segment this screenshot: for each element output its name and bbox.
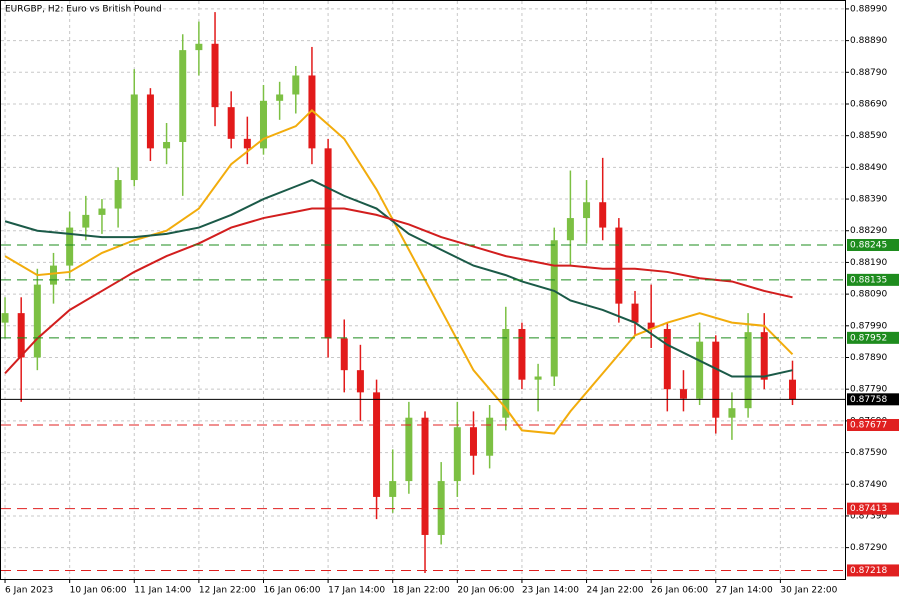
- candle-body: [760, 332, 768, 380]
- candle-body: [33, 284, 41, 358]
- x-tick-label: 24 Jan 22:00: [587, 586, 644, 596]
- price-tag-label: 0.88135: [850, 275, 887, 285]
- candle-body: [679, 389, 687, 399]
- candle-body: [49, 265, 57, 285]
- price-tag: [847, 331, 899, 344]
- y-tick-label: 0.87790: [850, 385, 887, 395]
- y-tick-label: 0.87590: [850, 448, 887, 458]
- candle-body: [437, 481, 445, 535]
- x-tick-label: 6 Jan 2023: [5, 586, 53, 596]
- price-tag-label: 0.88245: [850, 241, 887, 251]
- x-tick-label: 23 Jan 14:00: [522, 586, 579, 596]
- x-tick-label: 20 Jan 06:00: [457, 586, 514, 596]
- candle-body: [534, 376, 542, 380]
- candle-body: [469, 427, 477, 456]
- candle-body: [1, 313, 9, 323]
- candle-body: [276, 94, 284, 101]
- price-tag-label: 0.87218: [850, 566, 887, 576]
- x-tick-label: 12 Jan 22:00: [199, 586, 256, 596]
- candle-body: [324, 148, 332, 339]
- y-tick-label: 0.88890: [850, 36, 887, 46]
- price-tag-label: 0.87413: [850, 504, 887, 514]
- candle-body: [114, 180, 122, 209]
- price-tag-label: 0.87952: [850, 333, 887, 343]
- price-tag: [847, 502, 899, 515]
- price-tag-label: 0.87758: [850, 395, 887, 405]
- x-tick-label: 18 Jan 22:00: [393, 586, 450, 596]
- candle-body: [631, 303, 639, 323]
- x-tick-label: 17 Jan 14:00: [328, 586, 385, 596]
- candle-body: [744, 332, 752, 409]
- y-tick-label: 0.87990: [850, 321, 887, 331]
- y-tick-label: 0.88390: [850, 195, 887, 205]
- candle-body: [486, 417, 494, 456]
- price-tag: [847, 564, 899, 577]
- x-tick-label: 10 Jan 06:00: [70, 586, 127, 596]
- candle-body: [405, 417, 413, 482]
- candle-body: [195, 43, 203, 51]
- candle-body: [696, 341, 704, 399]
- x-tick-label: 26 Jan 06:00: [651, 586, 708, 596]
- x-tick-label: 27 Jan 14:00: [716, 586, 773, 596]
- y-tick-label: 0.88190: [850, 258, 887, 268]
- y-tick-label: 0.88790: [850, 68, 887, 78]
- moving-average: [4, 178, 793, 378]
- x-tick-label: 30 Jan 22:00: [780, 586, 837, 596]
- candle-body: [292, 75, 300, 95]
- candle-body: [211, 43, 219, 108]
- candle-body: [259, 100, 267, 149]
- price-tag-label: 0.87677: [850, 420, 887, 430]
- candle-body: [518, 328, 526, 380]
- candle-body: [389, 481, 397, 497]
- chart-title: EURGBP, H2: Euro vs British Pound: [5, 5, 162, 15]
- candle-body: [82, 214, 90, 228]
- y-tick-label: 0.88290: [850, 226, 887, 236]
- moving-average: [4, 207, 793, 375]
- y-tick-label: 0.87290: [850, 543, 887, 553]
- y-tick-label: 0.87890: [850, 353, 887, 363]
- candle-body: [340, 338, 348, 371]
- x-tick-label: 11 Jan 14:00: [134, 586, 191, 596]
- candle-body: [502, 328, 510, 418]
- candle-body: [227, 107, 235, 139]
- candle-body: [179, 50, 187, 143]
- y-tick-label: 0.87490: [850, 480, 887, 490]
- candle-body: [453, 427, 461, 482]
- candle-body: [615, 227, 623, 304]
- candle-body: [728, 408, 736, 418]
- candle-body: [17, 313, 25, 358]
- y-tick-label: 0.87390: [850, 511, 887, 521]
- candle-body: [566, 218, 574, 241]
- candle-body: [599, 202, 607, 228]
- candle-body: [130, 94, 138, 181]
- y-tick-label: 0.88990: [850, 4, 887, 14]
- moving-average: [4, 108, 794, 435]
- candle-body: [373, 392, 381, 497]
- price-tag: [847, 273, 899, 286]
- y-tick-label: 0.88090: [850, 290, 887, 300]
- candle-body: [66, 227, 74, 266]
- y-tick-label: 0.88490: [850, 163, 887, 173]
- candle-body: [356, 370, 364, 393]
- candle-body: [243, 138, 251, 149]
- y-tick-label: 0.88690: [850, 99, 887, 109]
- price-tag: [847, 418, 899, 431]
- candle-body: [550, 240, 558, 377]
- candle-body: [163, 142, 171, 149]
- x-tick-label: 16 Jan 06:00: [263, 586, 320, 596]
- candle-body: [421, 417, 429, 535]
- price-tag: [847, 393, 899, 406]
- y-tick-label: 0.88590: [850, 131, 887, 141]
- candle-body: [308, 75, 316, 149]
- candle-body: [98, 208, 106, 215]
- candle-body: [663, 328, 671, 390]
- candle-body: [146, 94, 154, 149]
- candle-body: [789, 379, 797, 400]
- candle-body: [712, 341, 720, 418]
- price-tag: [847, 239, 899, 252]
- candle-body: [647, 322, 655, 329]
- candle-body: [583, 202, 591, 219]
